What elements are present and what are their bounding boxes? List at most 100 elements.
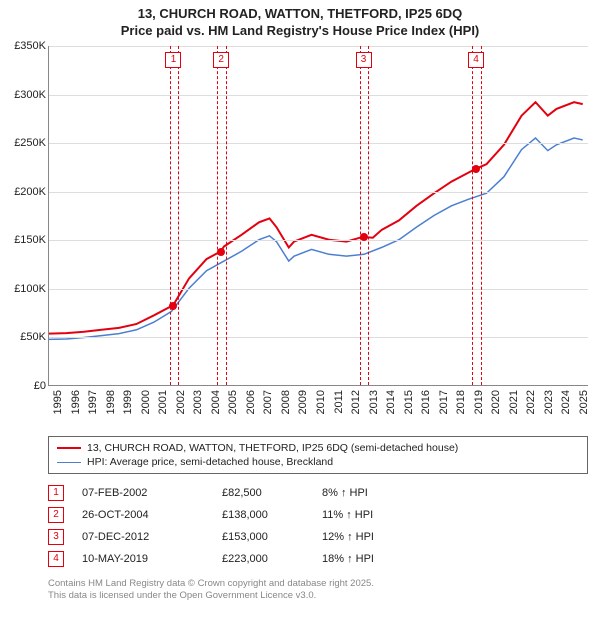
x-tick-label: 2005 bbox=[227, 390, 239, 414]
y-tick-label: £100K bbox=[0, 283, 46, 295]
legend-item-hpi: HPI: Average price, semi-detached house,… bbox=[57, 455, 579, 469]
event-band bbox=[217, 46, 227, 385]
x-tick-label: 2010 bbox=[315, 390, 327, 414]
plot-area: 1 2 3 4 bbox=[48, 46, 588, 386]
gridline bbox=[49, 289, 588, 290]
transaction-badge: 2 bbox=[48, 507, 64, 523]
event-badge: 4 bbox=[468, 52, 484, 68]
transaction-date: 26-OCT-2004 bbox=[82, 509, 222, 521]
transaction-row: 2 26-OCT-2004£138,00011% ↑ HPI bbox=[48, 504, 588, 526]
x-tick-label: 2011 bbox=[333, 390, 345, 414]
transactions-table: 107-FEB-2002£82,5008% ↑ HPI226-OCT-2004£… bbox=[48, 482, 588, 570]
transaction-badge: 4 bbox=[48, 551, 64, 567]
y-tick-label: £150K bbox=[0, 234, 46, 246]
y-tick-label: £350K bbox=[0, 40, 46, 52]
transaction-diff: 18% ↑ HPI bbox=[322, 553, 462, 565]
legend-label-price-paid: 13, CHURCH ROAD, WATTON, THETFORD, IP25 … bbox=[87, 442, 458, 454]
transaction-price: £138,000 bbox=[222, 509, 322, 521]
series-line-hpi bbox=[49, 138, 583, 339]
x-tick-label: 2003 bbox=[192, 390, 204, 414]
title-line2: Price paid vs. HM Land Registry's House … bbox=[0, 23, 600, 40]
event-band bbox=[472, 46, 482, 385]
footer-line2: This data is licensed under the Open Gov… bbox=[48, 590, 588, 602]
x-tick-label: 2000 bbox=[140, 390, 152, 414]
x-tick-label: 2021 bbox=[508, 390, 520, 414]
transaction-date: 10-MAY-2019 bbox=[82, 553, 222, 565]
y-tick-label: £250K bbox=[0, 137, 46, 149]
x-tick-label: 2014 bbox=[385, 390, 397, 414]
x-tick-label: 2025 bbox=[578, 390, 590, 414]
transaction-price: £223,000 bbox=[222, 553, 322, 565]
transaction-row: 1 07-FEB-2002£82,5008% ↑ HPI bbox=[48, 482, 588, 504]
gridline bbox=[49, 46, 588, 47]
x-tick-label: 2012 bbox=[350, 390, 362, 414]
x-tick-label: 1995 bbox=[52, 390, 64, 414]
event-badge: 2 bbox=[213, 52, 229, 68]
transaction-price: £153,000 bbox=[222, 531, 322, 543]
transaction-badge: 1 bbox=[48, 485, 64, 501]
transaction-row: 3 07-DEC-2012£153,00012% ↑ HPI bbox=[48, 526, 588, 548]
transaction-diff: 12% ↑ HPI bbox=[322, 531, 462, 543]
x-tick-label: 2001 bbox=[157, 390, 169, 414]
transaction-price: £82,500 bbox=[222, 487, 322, 499]
transaction-badge: 3 bbox=[48, 529, 64, 545]
x-tick-label: 2015 bbox=[403, 390, 415, 414]
footer-line1: Contains HM Land Registry data © Crown c… bbox=[48, 578, 588, 590]
y-tick-label: £0 bbox=[0, 380, 46, 392]
x-tick-label: 1998 bbox=[105, 390, 117, 414]
x-tick-label: 2019 bbox=[473, 390, 485, 414]
legend-swatch-hpi bbox=[57, 462, 81, 463]
transaction-diff: 8% ↑ HPI bbox=[322, 487, 462, 499]
x-tick-label: 2006 bbox=[245, 390, 257, 414]
x-tick-label: 2017 bbox=[438, 390, 450, 414]
chart-container: 13, CHURCH ROAD, WATTON, THETFORD, IP25 … bbox=[0, 0, 600, 620]
gridline bbox=[49, 192, 588, 193]
series-line-price-paid bbox=[49, 102, 583, 334]
x-tick-label: 2004 bbox=[210, 390, 222, 414]
x-tick-label: 2009 bbox=[297, 390, 309, 414]
x-tick-label: 1997 bbox=[87, 390, 99, 414]
gridline bbox=[49, 240, 588, 241]
marker-dot bbox=[360, 233, 368, 241]
x-tick-label: 2022 bbox=[525, 390, 537, 414]
legend-item-price-paid: 13, CHURCH ROAD, WATTON, THETFORD, IP25 … bbox=[57, 441, 579, 455]
event-band bbox=[170, 46, 180, 385]
x-tick-label: 2020 bbox=[490, 390, 502, 414]
x-tick-label: 1996 bbox=[70, 390, 82, 414]
y-tick-label: £200K bbox=[0, 186, 46, 198]
x-tick-label: 2024 bbox=[560, 390, 572, 414]
x-tick-label: 2016 bbox=[420, 390, 432, 414]
y-tick-label: £300K bbox=[0, 89, 46, 101]
x-tick-label: 2013 bbox=[368, 390, 380, 414]
x-axis: 1995 1996 1997 1998 1999 2000 2001 2002 2003 2004… bbox=[48, 386, 588, 426]
x-tick-label: 2023 bbox=[543, 390, 555, 414]
event-badge: 1 bbox=[165, 52, 181, 68]
legend: 13, CHURCH ROAD, WATTON, THETFORD, IP25 … bbox=[48, 436, 588, 474]
y-axis: £0£50K£100K£150K£200K£250K£300K£350K bbox=[0, 46, 48, 386]
chart-title: 13, CHURCH ROAD, WATTON, THETFORD, IP25 … bbox=[0, 0, 600, 40]
legend-label-hpi: HPI: Average price, semi-detached house,… bbox=[87, 456, 333, 468]
x-tick-label: 2008 bbox=[280, 390, 292, 414]
event-band bbox=[360, 46, 370, 385]
marker-dot bbox=[472, 165, 480, 173]
x-tick-label: 2018 bbox=[455, 390, 467, 414]
x-tick-label: 2002 bbox=[175, 390, 187, 414]
gridline bbox=[49, 337, 588, 338]
lines-svg bbox=[49, 46, 588, 385]
plot-area-wrap: £0£50K£100K£150K£200K£250K£300K£350K 123… bbox=[0, 46, 600, 426]
marker-dot bbox=[169, 302, 177, 310]
transaction-row: 4 10-MAY-2019£223,00018% ↑ HPI bbox=[48, 548, 588, 570]
footer-attribution: Contains HM Land Registry data © Crown c… bbox=[48, 578, 588, 603]
transaction-diff: 11% ↑ HPI bbox=[322, 509, 462, 521]
transaction-date: 07-DEC-2012 bbox=[82, 531, 222, 543]
event-badge: 3 bbox=[356, 52, 372, 68]
title-line1: 13, CHURCH ROAD, WATTON, THETFORD, IP25 … bbox=[0, 6, 600, 23]
legend-swatch-price-paid bbox=[57, 447, 81, 449]
x-tick-label: 2007 bbox=[262, 390, 274, 414]
x-tick-label: 1999 bbox=[122, 390, 134, 414]
transaction-date: 07-FEB-2002 bbox=[82, 487, 222, 499]
y-tick-label: £50K bbox=[0, 331, 46, 343]
gridline bbox=[49, 143, 588, 144]
gridline bbox=[49, 95, 588, 96]
marker-dot bbox=[217, 248, 225, 256]
